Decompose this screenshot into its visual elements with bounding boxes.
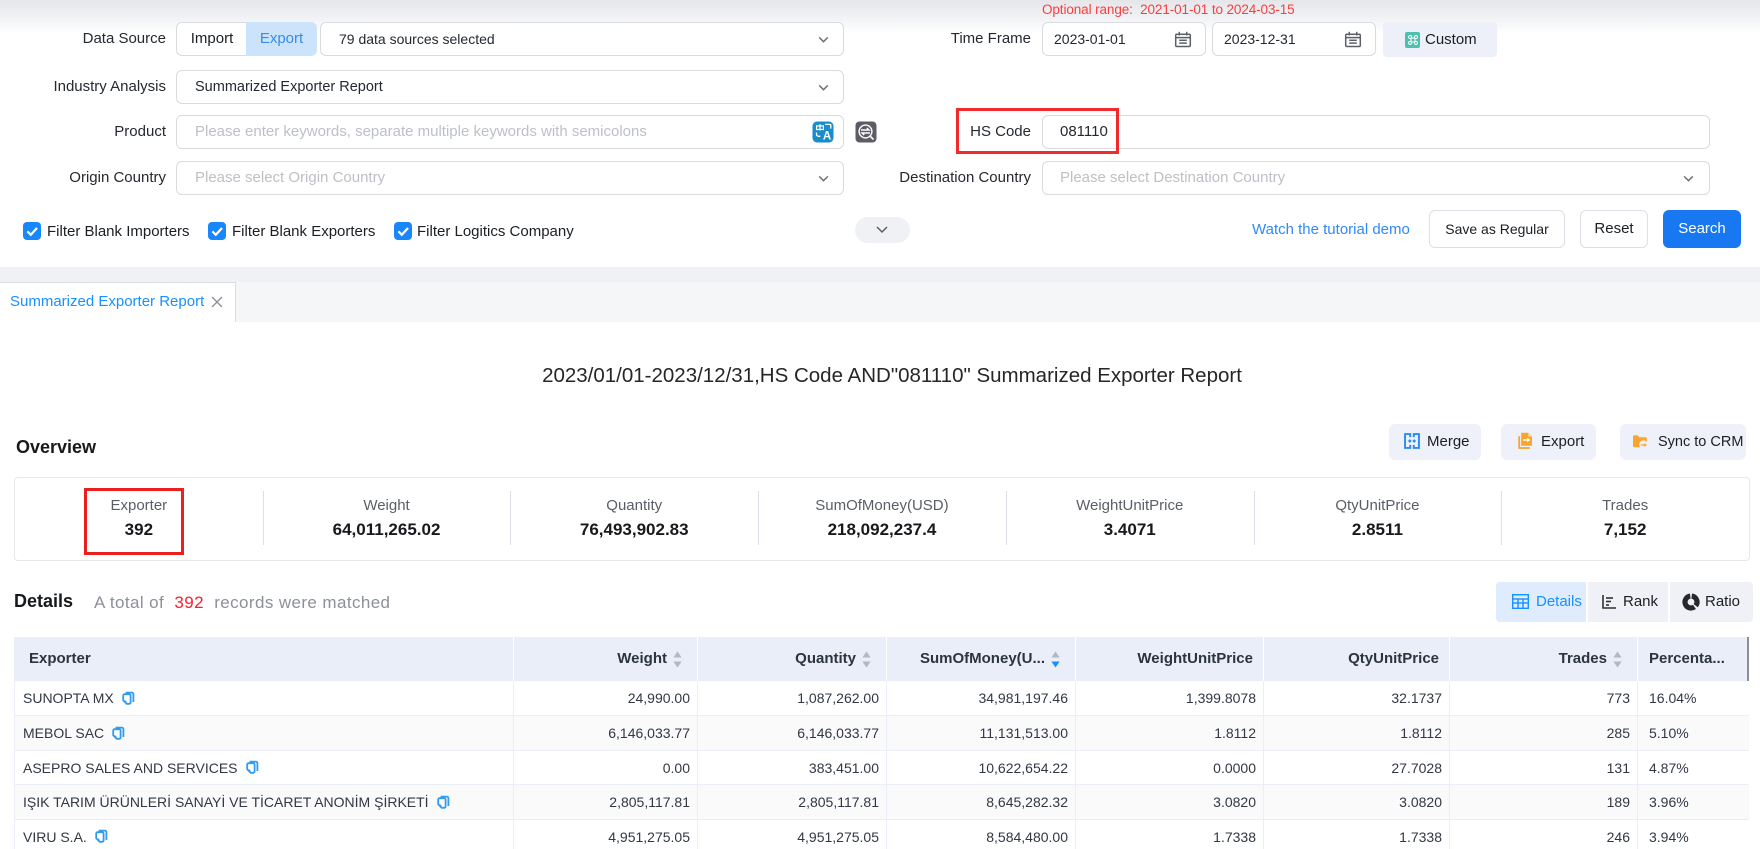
svg-text:A: A — [823, 131, 831, 143]
